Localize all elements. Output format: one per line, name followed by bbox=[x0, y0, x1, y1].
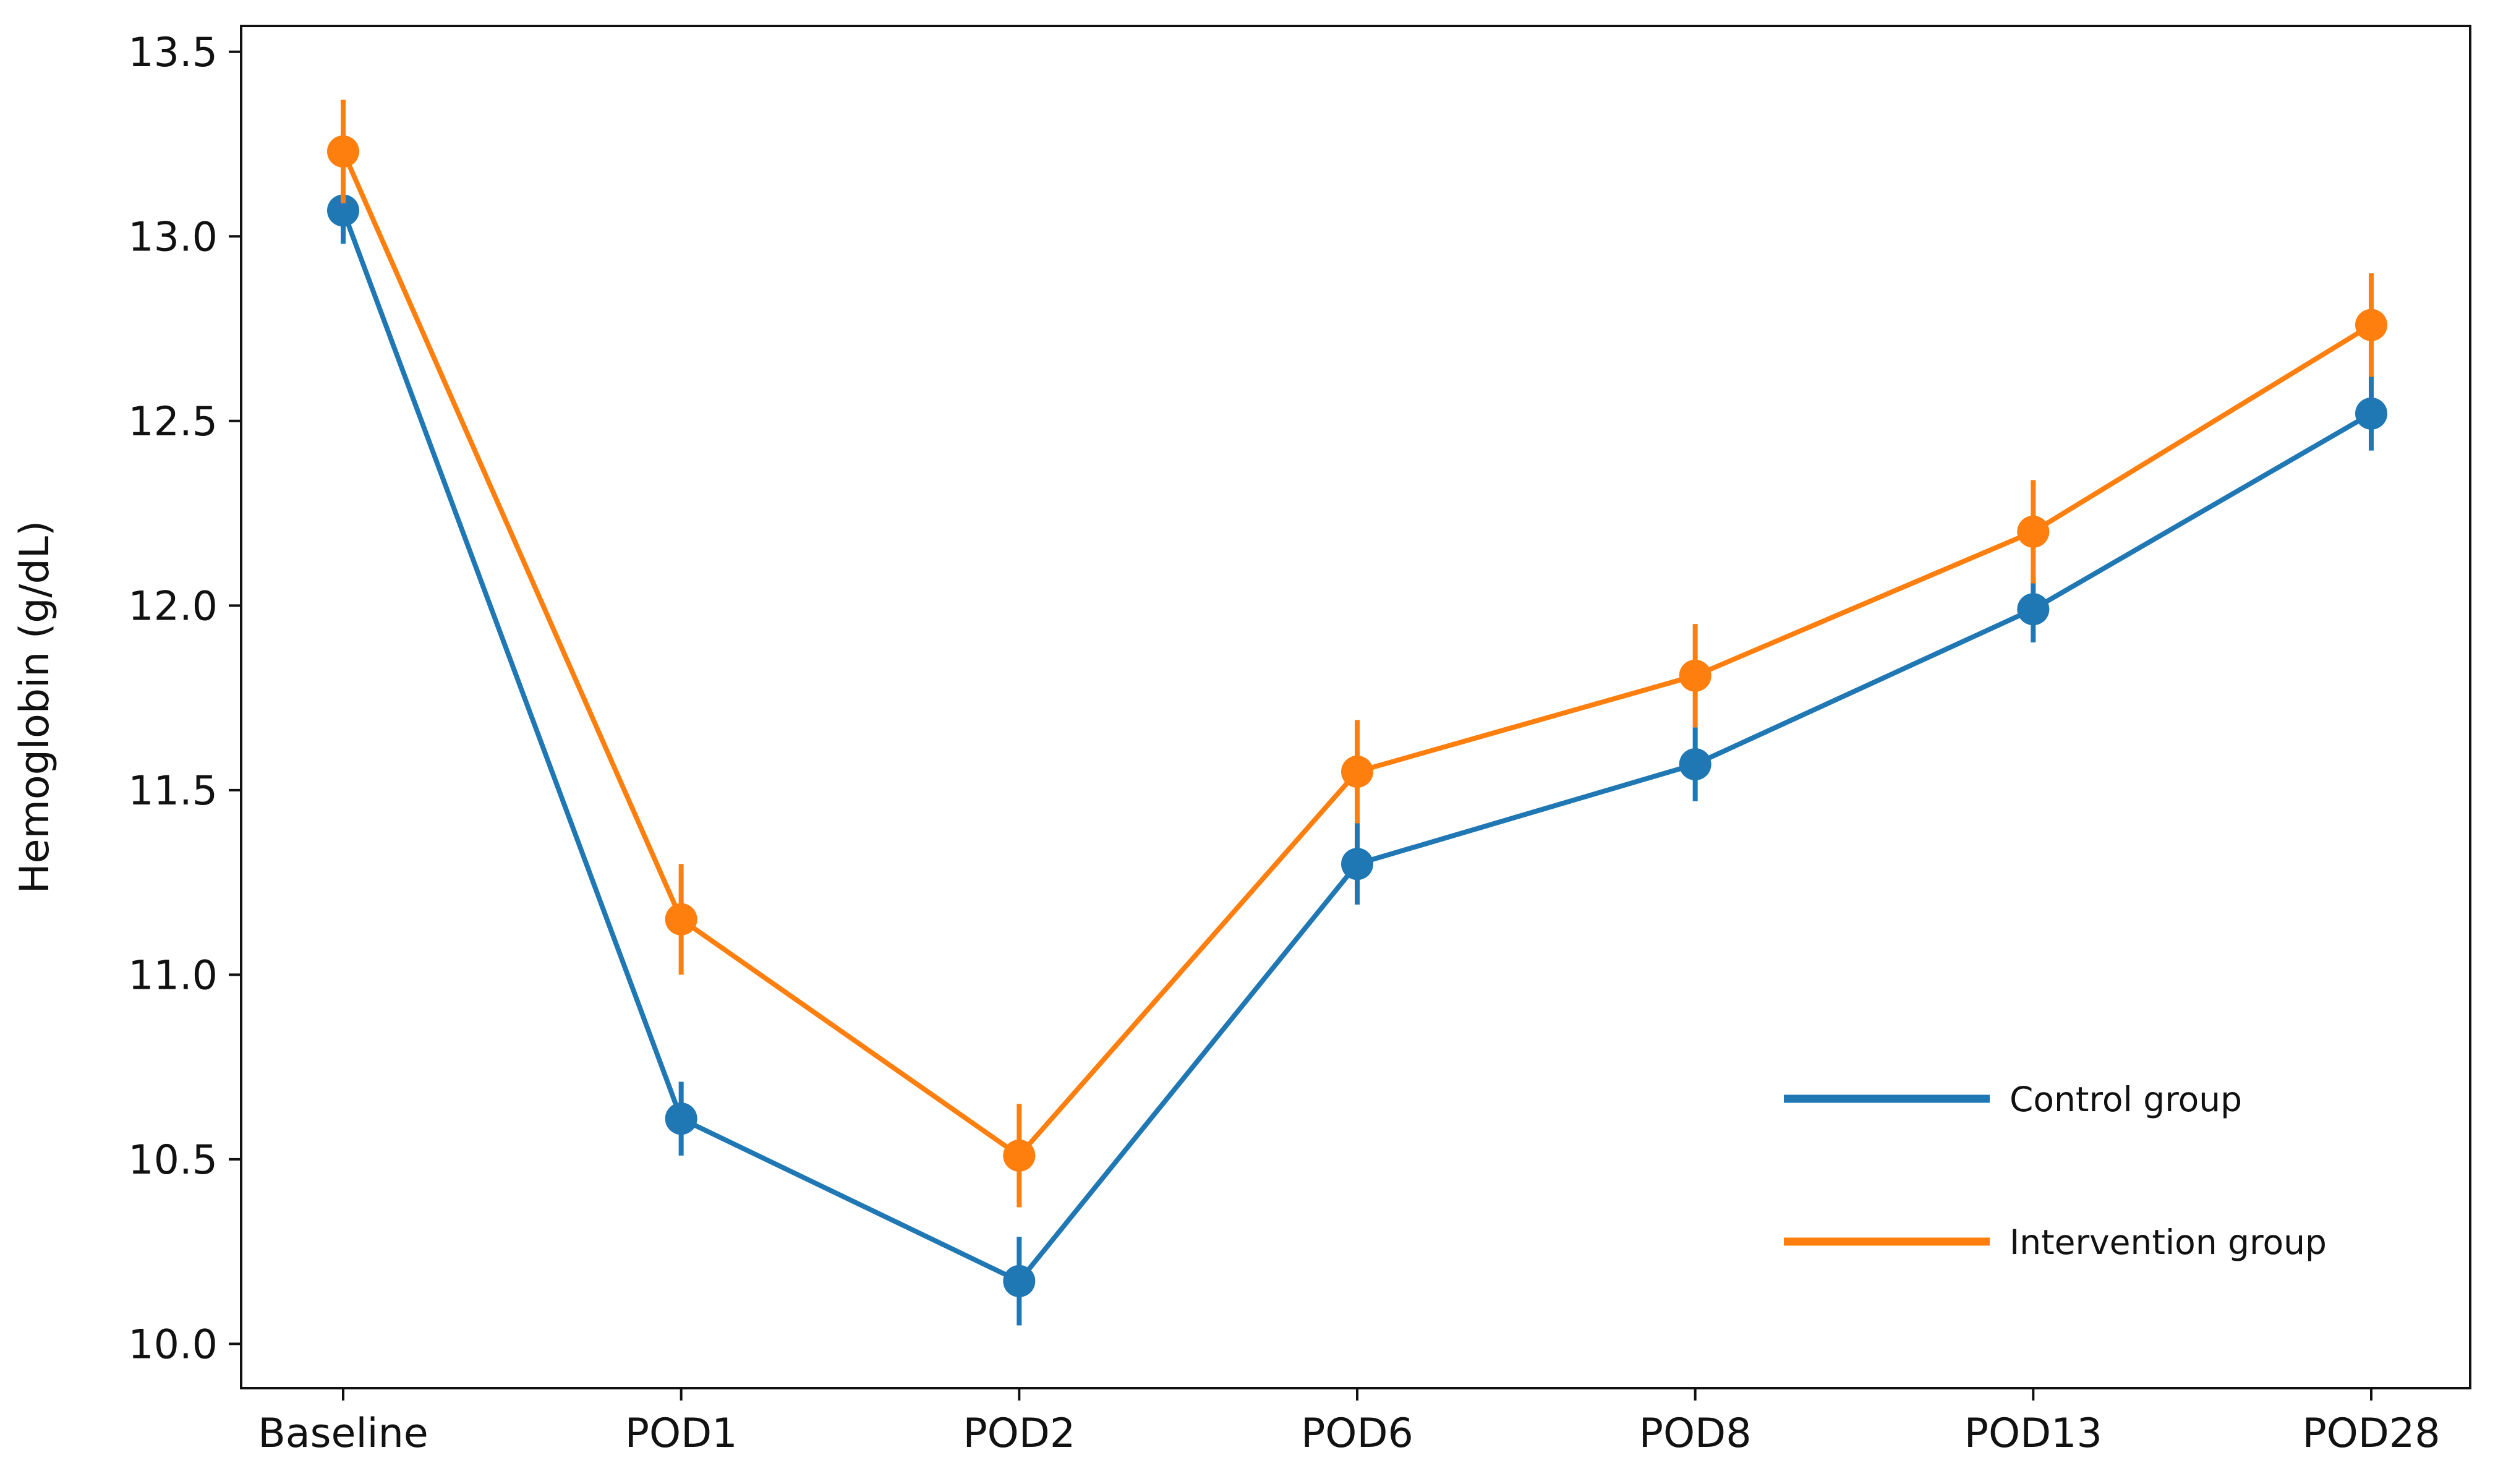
data-point bbox=[2355, 397, 2387, 430]
y-tick-label: 10.5 bbox=[128, 1137, 218, 1183]
y-tick-label: 13.5 bbox=[128, 30, 218, 76]
y-axis-ticks: 10.0 10.5 11.0 11.5 12.0 12.5 13.0 13.5 bbox=[128, 30, 241, 1368]
data-point bbox=[327, 135, 359, 168]
data-point bbox=[665, 903, 697, 936]
data-point bbox=[2017, 593, 2050, 626]
y-tick-label: 12.5 bbox=[128, 399, 218, 445]
plot-frame bbox=[240, 25, 2471, 1389]
data-point bbox=[2017, 515, 2050, 548]
data-point bbox=[1679, 659, 1712, 692]
data-point bbox=[1003, 1139, 1036, 1172]
y-tick-label: 11.5 bbox=[128, 768, 218, 814]
legend-label: Intervention group bbox=[2010, 1222, 2327, 1262]
y-tick-label: 10.0 bbox=[128, 1321, 218, 1368]
x-axis-ticks: Baseline POD1 POD2 POD6 POD8 POD13 POD28 bbox=[258, 1388, 2440, 1457]
data-point bbox=[2355, 309, 2387, 341]
legend-label: Control group bbox=[2010, 1080, 2242, 1119]
x-tick-label: POD28 bbox=[2302, 1410, 2440, 1457]
x-tick-label: Baseline bbox=[258, 1410, 428, 1457]
x-tick-label: POD8 bbox=[1639, 1410, 1752, 1457]
series-layer bbox=[327, 100, 2387, 1326]
x-tick-label: POD13 bbox=[1964, 1410, 2102, 1457]
data-point bbox=[1003, 1264, 1036, 1297]
x-tick-label: POD6 bbox=[1301, 1410, 1413, 1457]
y-tick-label: 12.0 bbox=[128, 583, 218, 629]
x-tick-label: POD2 bbox=[963, 1410, 1075, 1457]
y-axis-label: Hemoglobin (g/dL) bbox=[12, 521, 58, 894]
series-1 bbox=[327, 100, 2387, 1208]
data-point bbox=[665, 1102, 697, 1135]
y-tick-label: 13.0 bbox=[128, 214, 218, 260]
data-point bbox=[1341, 848, 1373, 881]
data-point bbox=[1341, 755, 1373, 788]
x-tick-label: POD1 bbox=[625, 1410, 738, 1457]
legend-item: Control group bbox=[1784, 1080, 2242, 1119]
data-point bbox=[1679, 748, 1712, 781]
data-point bbox=[327, 194, 359, 227]
series-0 bbox=[327, 177, 2387, 1326]
legend-item: Intervention group bbox=[1784, 1222, 2327, 1262]
legend: Control group Intervention group bbox=[1784, 1080, 2327, 1262]
y-tick-label: 11.0 bbox=[128, 952, 218, 999]
